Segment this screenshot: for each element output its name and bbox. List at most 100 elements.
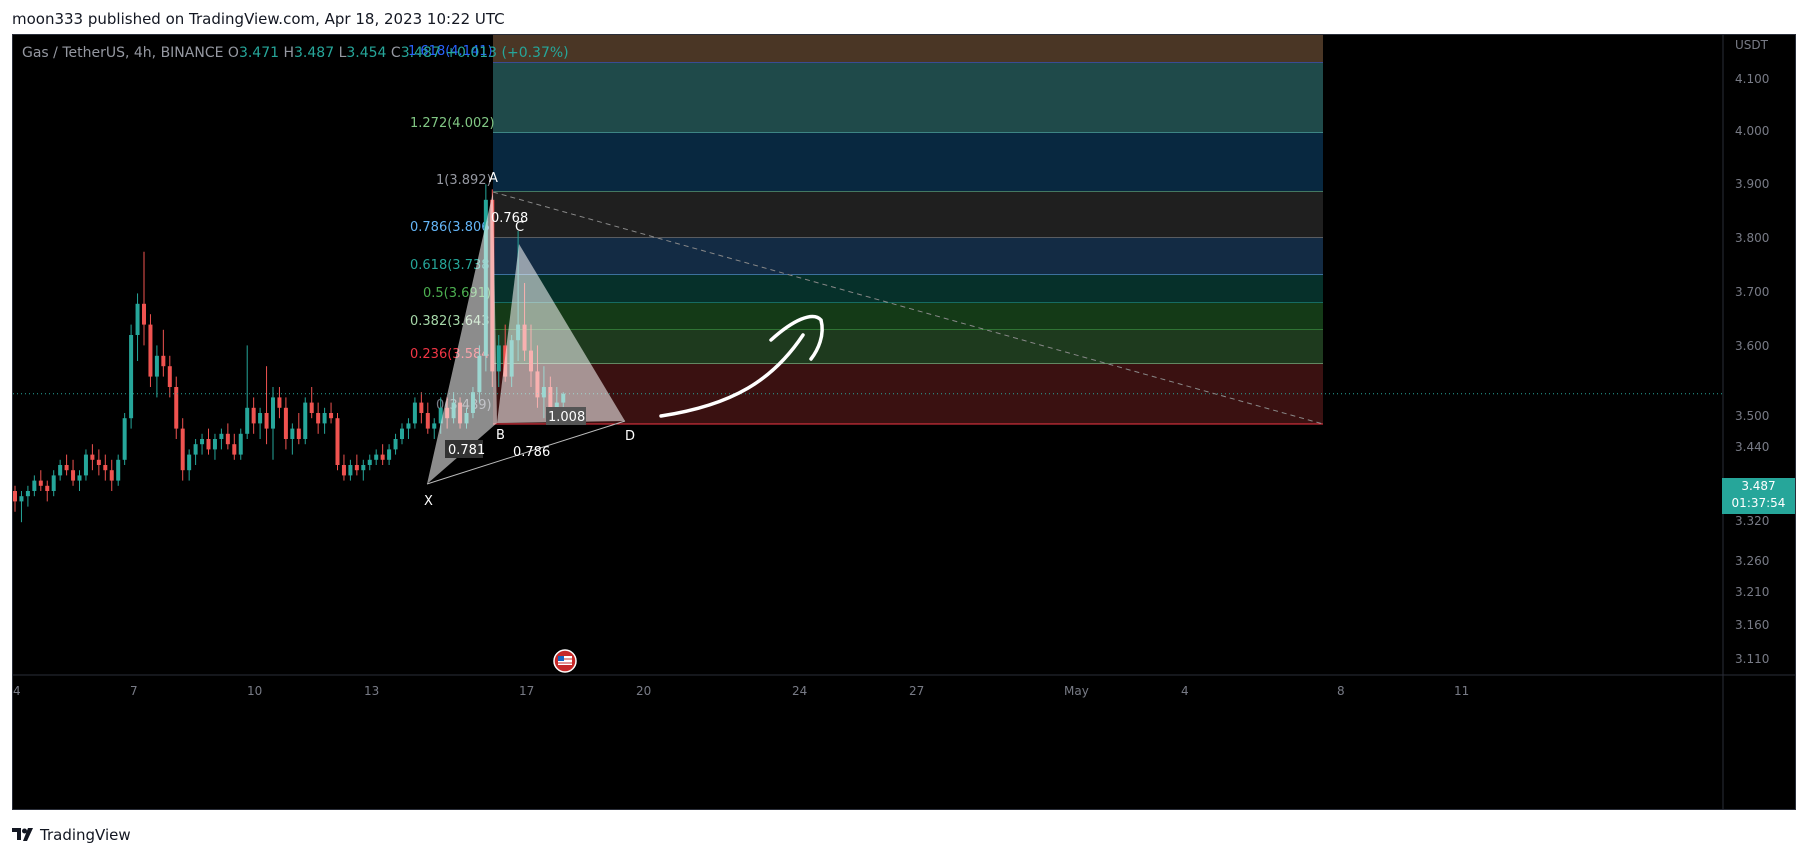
candle-body (322, 413, 327, 424)
candle-body (296, 428, 301, 439)
pattern-point-d: D (625, 429, 635, 444)
ratio-box-xab (445, 440, 483, 458)
candle-body (367, 459, 372, 465)
tradingview-logo[interactable]: TradingView (12, 826, 131, 844)
price-tick-label: 3.440 (1735, 440, 1769, 454)
ohlc-low-label: L (338, 45, 347, 61)
xabcd-pattern[interactable]: X A B C D 0.781 0.768 0.786 1.008 (424, 171, 1324, 509)
candle-body (251, 407, 256, 424)
price-axis[interactable]: 4.100 4.000 3.900 3.800 3.700 3.600 3.500 3.440… (1735, 72, 1769, 666)
fib-level-label: 1(3.892) (436, 173, 492, 188)
candle-body (154, 355, 159, 377)
fib-zone (493, 275, 1323, 303)
ohlc-high: 3.487 (294, 45, 335, 61)
chart-pane[interactable]: 1.618(4.141) 1.272(4.002) 1(3.892) 0.786(3.… (12, 34, 1796, 810)
fib-level-label: 1.272(4.002) (410, 116, 495, 131)
price-tick-label: 3.210 (1735, 585, 1769, 599)
candle-body (174, 387, 179, 429)
price-tick-label: 3.260 (1735, 554, 1769, 568)
time-tick-label: 11 (1454, 684, 1469, 698)
pattern-point-b: B (496, 428, 505, 443)
candle-body (354, 465, 359, 471)
candle-body (71, 470, 76, 481)
time-tick-label: 7 (130, 684, 138, 698)
candle-body (161, 355, 166, 367)
ratio-box-xad (546, 407, 586, 425)
candle-body (245, 407, 250, 434)
symbol-name[interactable]: Gas / TetherUS, 4h, BINANCE (22, 45, 224, 61)
candle-body (38, 480, 43, 486)
candle-body (200, 439, 205, 445)
candle-body (412, 402, 417, 424)
candle-body (103, 465, 108, 471)
symbol-legend[interactable]: Gas / TetherUS, 4h, BINANCE O3.471 H3.48… (22, 45, 569, 61)
candle-body (303, 402, 308, 439)
price-tick-label: 3.600 (1735, 339, 1769, 353)
candle-body (400, 428, 404, 439)
candle-body (19, 496, 24, 502)
time-tick-label: 4 (1181, 684, 1189, 698)
candle-body (387, 449, 392, 460)
time-axis[interactable]: 4 7 10 13 17 20 24 27 May 4 8 11 (13, 684, 1469, 698)
price-tick-label: 4.000 (1735, 124, 1769, 138)
ohlc-low: 3.454 (346, 45, 387, 61)
ohlc-open: 3.471 (238, 45, 280, 61)
candle-body (496, 345, 501, 372)
candle-body (32, 480, 37, 491)
candle-body (348, 465, 353, 476)
candle-body (45, 485, 50, 491)
candle-body (329, 413, 334, 419)
candle-body (393, 439, 398, 450)
pattern-point-a: A (489, 171, 498, 186)
candle-body (341, 465, 346, 476)
candle-body (13, 491, 17, 502)
current-price-badge: 3.487 01:37:54 (1722, 478, 1795, 514)
fib-zone (493, 63, 1323, 133)
price-tick-label: 4.100 (1735, 72, 1769, 86)
candle-body (438, 407, 443, 424)
flag-event-icon[interactable] (553, 649, 577, 673)
candle-body (83, 454, 88, 476)
candle-body (116, 459, 121, 481)
candle-body (96, 459, 101, 465)
fib-level-label: 1.618(4.141) (408, 44, 493, 59)
candle-body (219, 433, 224, 439)
ohlc-high-label: H (283, 45, 295, 61)
candle-body (264, 413, 269, 429)
pattern-bcd-triangle (497, 244, 625, 423)
time-tick-label: 24 (792, 684, 807, 698)
candle-body (109, 470, 114, 481)
time-tick-label: 13 (364, 684, 379, 698)
pattern-xab-triangle (427, 192, 497, 484)
footer: TradingView (0, 810, 1813, 856)
fib-zone (493, 238, 1323, 275)
candle-body (271, 397, 275, 429)
ratio-label-xab: 0.781 (448, 443, 485, 458)
candle-body (425, 413, 430, 429)
candle-body (142, 303, 146, 325)
chart-canvas[interactable]: 1.618(4.141) 1.272(4.002) 1(3.892) 0.786(3.… (13, 35, 1795, 809)
candle-body (277, 397, 282, 408)
candle-body (406, 423, 411, 429)
candle-body (238, 433, 243, 455)
pattern-point-x: X (424, 494, 433, 509)
candle-body (316, 413, 321, 424)
ratio-label-bcd: 0.786 (513, 445, 550, 460)
tradingview-logo-icon (12, 828, 33, 841)
candle-body (232, 444, 237, 455)
fib-zone (493, 303, 1323, 330)
time-tick-label: May (1064, 684, 1089, 698)
fib-zone (493, 133, 1323, 192)
candle-body (225, 433, 230, 445)
pattern-point-c: C (515, 220, 524, 235)
ohlc-close: 3.487 (400, 45, 441, 61)
candle-body (374, 454, 379, 460)
price-tick-label: 3.320 (1735, 514, 1769, 528)
fib-zone (493, 192, 1323, 238)
candle-body (64, 465, 69, 471)
candle-body (290, 428, 295, 439)
price-tick-label: 3.900 (1735, 177, 1769, 191)
tradingview-logo-text: TradingView (40, 826, 131, 844)
candle-body (309, 402, 314, 413)
candle-body (51, 475, 56, 491)
